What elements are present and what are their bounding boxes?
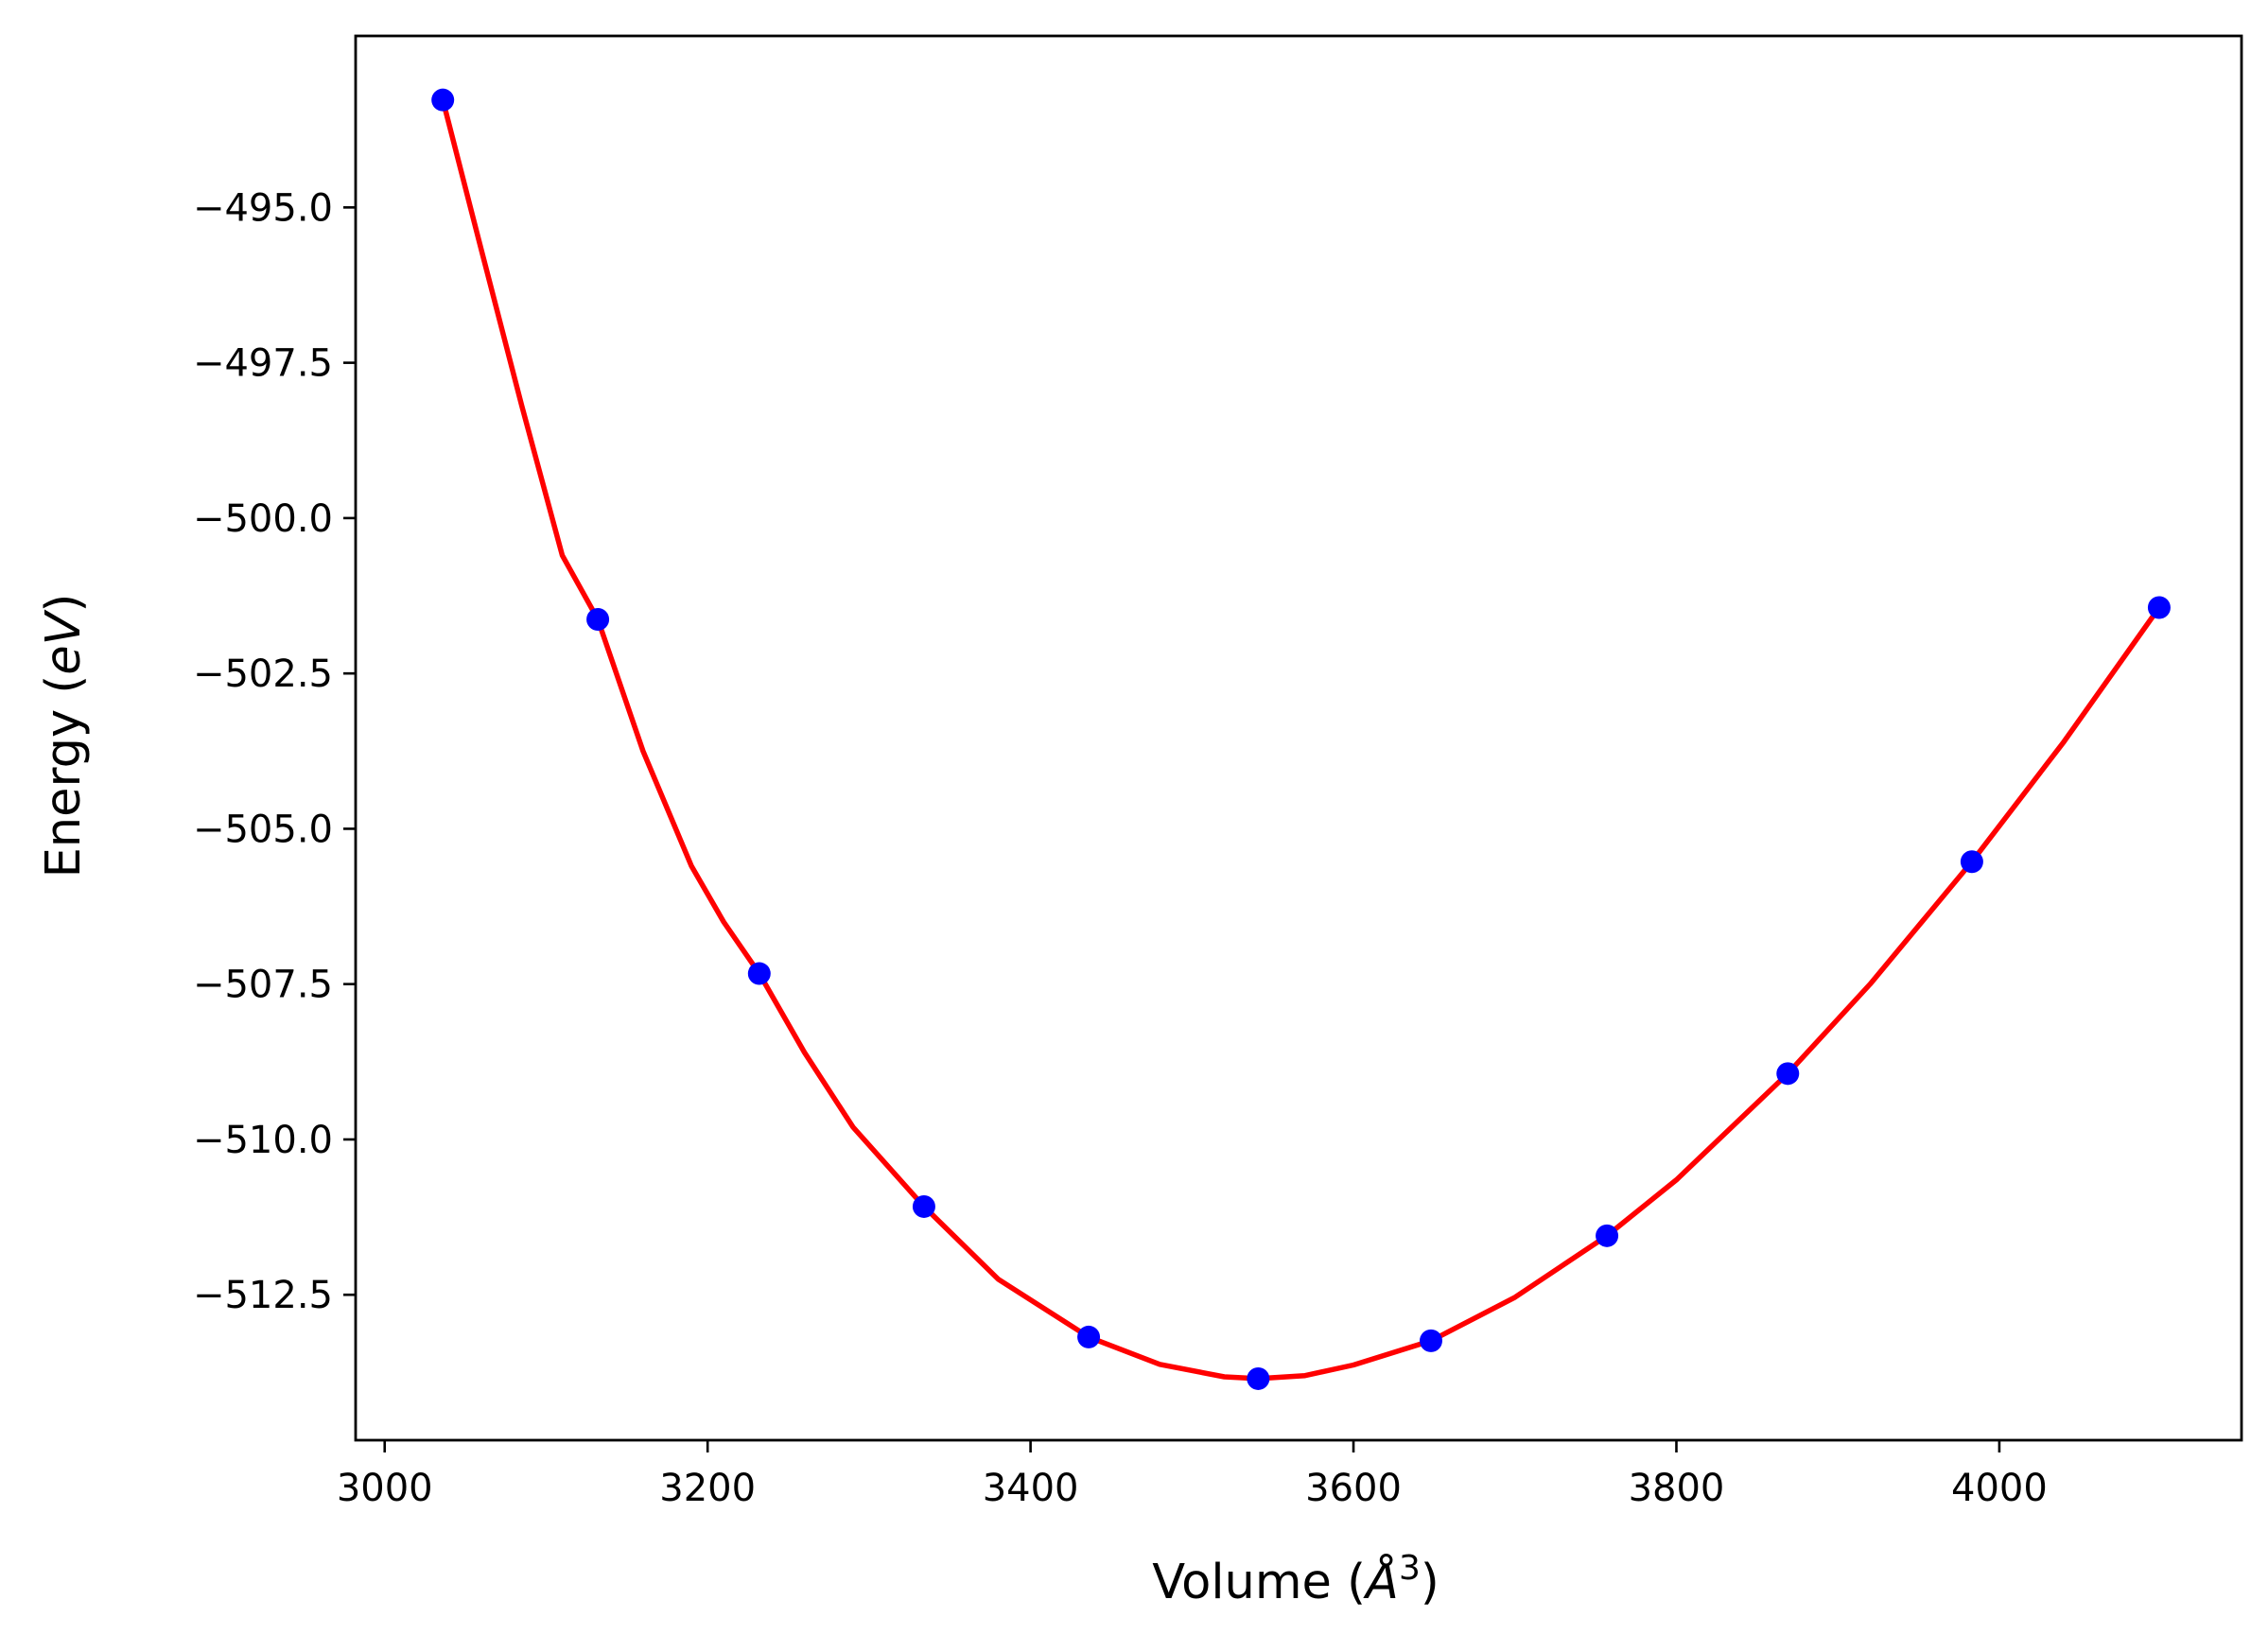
x-tick-label: 3600 xyxy=(1305,1467,1402,1510)
y-tick-label: −507.5 xyxy=(193,964,333,1007)
x-axis-label-suffix: ) xyxy=(1421,1555,1439,1610)
data-point xyxy=(1247,1366,1270,1390)
data-point xyxy=(1596,1224,1619,1247)
x-tick-label: 3000 xyxy=(337,1467,433,1510)
y-axis-label-suffix: ) xyxy=(36,594,92,613)
data-point xyxy=(586,607,610,631)
y-axis-label: Energy (eV) xyxy=(36,594,92,878)
data-point xyxy=(431,88,455,112)
y-tick-label: −502.5 xyxy=(193,652,333,696)
x-axis-label-prefix: Volume ( xyxy=(1152,1555,1366,1610)
data-points xyxy=(431,88,2171,1390)
y-tick-label: −497.5 xyxy=(193,342,333,386)
y-tick-label: −512.5 xyxy=(193,1274,333,1317)
x-tick-label: 3200 xyxy=(659,1467,756,1510)
data-point xyxy=(1077,1325,1101,1348)
x-axis-ticks: 3000 3200 3400 3600 3800 4000 xyxy=(337,1440,2048,1510)
axes-frame xyxy=(354,34,2243,1442)
y-axis-ticks: −495.0 −497.5 −500.0 −502.5 −505.0 −507.5 −510… xyxy=(193,186,356,1317)
y-axis-label-unit: eV xyxy=(36,609,92,674)
y-tick-label: −505.0 xyxy=(193,808,333,851)
x-axis-label-exponent: 3 xyxy=(1399,1549,1421,1588)
x-axis-label-unit: Å xyxy=(1363,1552,1399,1610)
data-point xyxy=(912,1194,935,1218)
y-tick-label: −510.0 xyxy=(193,1119,333,1162)
y-tick-label: −495.0 xyxy=(193,186,333,230)
data-point xyxy=(1960,850,1983,874)
x-axis-label: Volume (Å3) xyxy=(1152,1549,1439,1610)
x-tick-label: 4000 xyxy=(1951,1467,2048,1510)
data-point xyxy=(2147,596,2171,619)
plot-area xyxy=(431,88,2171,1390)
y-tick-label: −500.0 xyxy=(193,497,333,541)
fit-curve-line xyxy=(440,96,2162,1382)
data-point xyxy=(1776,1062,1800,1086)
y-axis-label-prefix: Energy ( xyxy=(36,675,92,878)
x-tick-label: 3800 xyxy=(1629,1467,1725,1510)
data-point xyxy=(747,962,771,985)
x-tick-label: 3400 xyxy=(983,1467,1079,1510)
data-point xyxy=(1419,1329,1442,1352)
